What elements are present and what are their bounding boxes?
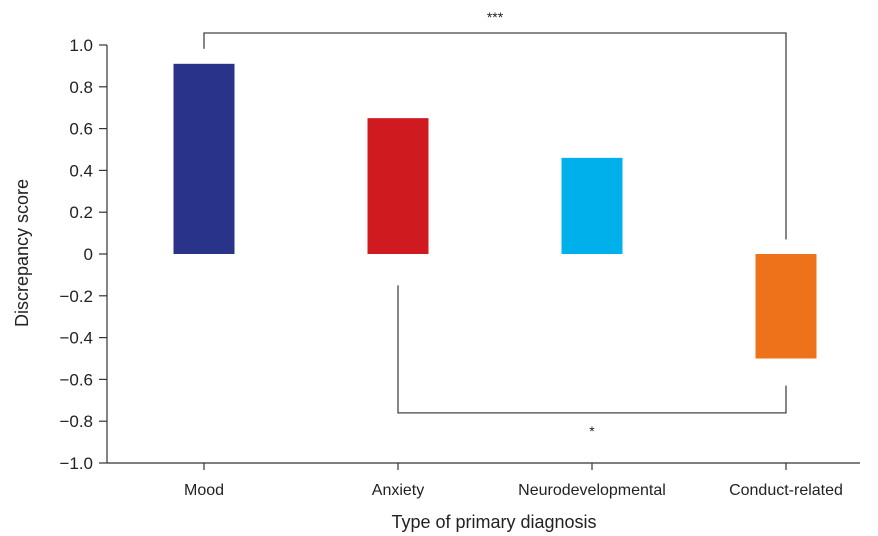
significance-label-bottom: * xyxy=(589,423,595,439)
x-tick-label: Conduct-related xyxy=(729,482,843,499)
y-tick-label: 0 xyxy=(84,245,93,264)
bar-anxiety xyxy=(367,118,429,255)
bar-neurodevelopmental xyxy=(561,157,623,254)
y-tick-label: −0.4 xyxy=(59,329,93,348)
x-tick-label: Anxiety xyxy=(372,482,424,499)
bar-conduct-related xyxy=(755,254,817,359)
y-axis: 1.0 0.8 0.6 0.4 0.2 0 −0.2 −0.4 −0.6 −0.8 −1.0 xyxy=(59,36,108,473)
x-axis-title: Type of primary diagnosis xyxy=(391,512,596,532)
x-tick-label: Mood xyxy=(184,482,224,499)
x-tick-label: Neurodevelopmental xyxy=(518,482,666,499)
y-tick-label: 0.4 xyxy=(69,161,93,180)
y-tick-label: 0.8 xyxy=(69,78,93,97)
y-tick-label: −0.8 xyxy=(59,412,93,431)
y-tick-label: −0.6 xyxy=(59,370,93,389)
y-tick-label: 0.6 xyxy=(69,120,93,139)
x-axis: Mood Anxiety Neurodevelopmental Conduct-rel… xyxy=(107,462,860,499)
y-tick-label: −0.2 xyxy=(59,287,93,306)
significance-brackets: **** xyxy=(203,9,787,439)
y-tick-label: −1.0 xyxy=(59,454,93,473)
significance-label-top: *** xyxy=(487,9,504,25)
bar-mood xyxy=(173,63,235,255)
y-axis-title: Discrepancy score xyxy=(12,179,32,327)
bars xyxy=(173,63,817,359)
significance-bracket-bottom xyxy=(397,285,787,414)
y-tick-label: 0.2 xyxy=(69,203,93,222)
y-tick-label: 1.0 xyxy=(69,36,93,55)
significance-bracket-top xyxy=(203,32,787,240)
